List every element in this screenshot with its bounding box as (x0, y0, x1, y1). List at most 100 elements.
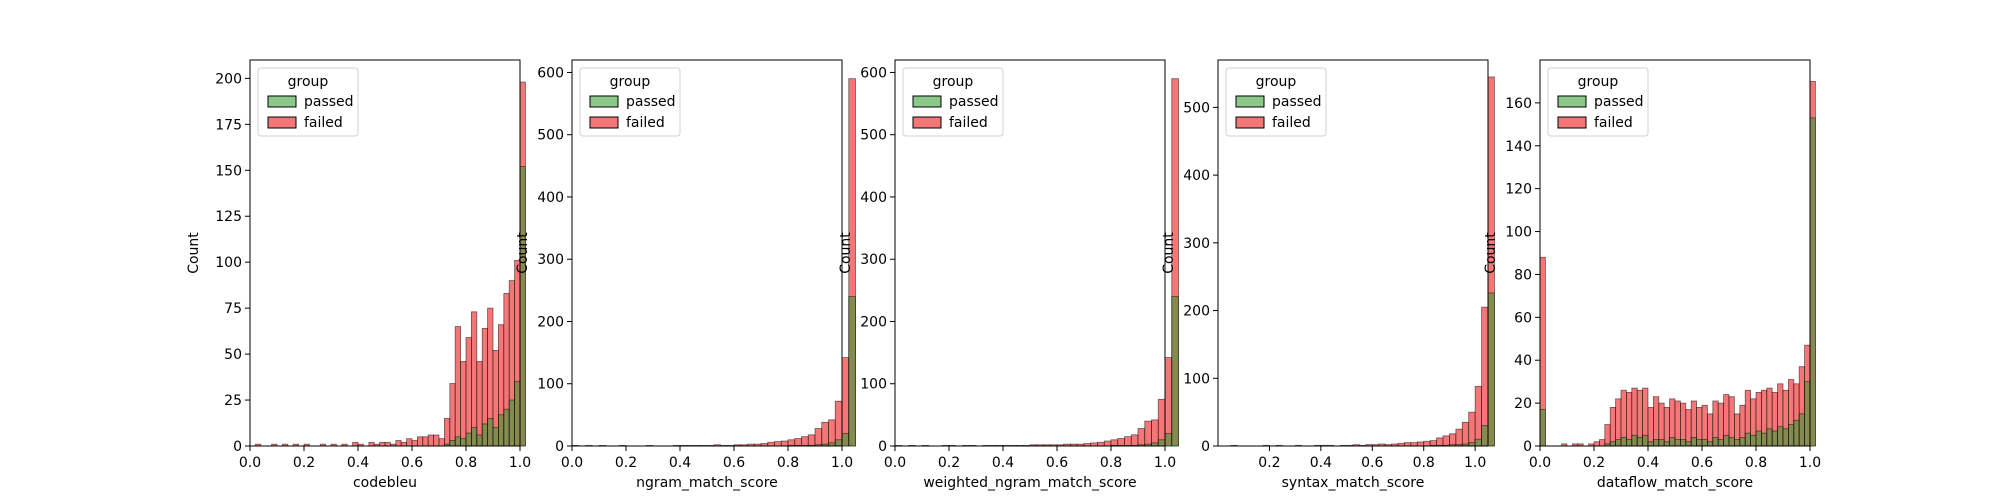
x-tick-label: 0.8 (1100, 455, 1122, 471)
y-tick-label: 40 (1514, 353, 1532, 369)
bar-passed-40 (841, 433, 850, 447)
x-tick-label: 0.8 (777, 455, 799, 471)
x-tick-label: 0.0 (1529, 455, 1551, 471)
x-tick-label: 0.4 (1637, 455, 1659, 471)
legend-swatch-failed (1235, 116, 1265, 129)
bar-failed-38 (828, 419, 836, 447)
y-tick-label: 400 (860, 190, 887, 206)
bar-failed-13 (1609, 406, 1616, 447)
legend-title: group (933, 74, 974, 90)
x-tick-label: 1.0 (831, 455, 853, 471)
bar-passed-42 (1766, 428, 1773, 447)
y-tick-label: 300 (537, 252, 564, 268)
bar-passed-37 (1739, 437, 1746, 447)
bar-passed-41 (470, 427, 478, 447)
plot-frame (1539, 59, 1811, 447)
bar-passed-39 (460, 438, 467, 447)
chart-panel-5: 0.0 0.2 0.4 0.6 0.8 1.0 0 20 40 60 80 100 120 140 160 d… (1483, 59, 1821, 491)
bar-failed-29 (1416, 441, 1425, 447)
bar-failed-12 (1604, 424, 1611, 447)
y-tick-label: 100 (860, 377, 887, 393)
x-tick-label: 0.8 (1413, 455, 1435, 471)
x-tick-label: 0.4 (992, 455, 1014, 471)
legend-label-failed: failed (1594, 115, 1633, 131)
bar-passed-46 (497, 414, 505, 447)
bar-passed-13 (1609, 441, 1616, 447)
bar-failed-27 (1685, 409, 1692, 447)
bar-passed-19 (1642, 434, 1649, 447)
bar-passed-45 (492, 427, 499, 447)
bar-passed-43 (1771, 430, 1778, 447)
x-tick-label: 0.8 (455, 455, 477, 471)
bar-passed-24 (1669, 437, 1676, 447)
x-tick-label: 1.0 (1154, 455, 1176, 471)
bar-failed-35 (438, 438, 445, 447)
y-tick-label: 0 (1201, 439, 1210, 455)
bar-passed-39 (834, 439, 843, 447)
bar-failed-37 (1144, 420, 1152, 447)
bar-passed-30 (1701, 439, 1708, 447)
y-tick-label: 200 (215, 71, 242, 87)
y-tick-label: 100 (537, 377, 564, 393)
y-tick-label: 125 (215, 209, 242, 225)
y-tick-label: 600 (860, 65, 887, 81)
bar-passed-20 (1647, 441, 1654, 447)
x-tick-label: 0.6 (1361, 455, 1383, 471)
legend-label-passed: passed (949, 94, 999, 110)
x-tick-label: 0.0 (239, 455, 261, 471)
y-axis-label: Count (1161, 232, 1177, 274)
bar-passed-16 (1626, 439, 1633, 447)
y-tick-label: 0 (555, 439, 564, 455)
legend-swatch-passed (1235, 95, 1265, 108)
bar-failed-38 (454, 326, 462, 447)
x-tick-label: 0.4 (1310, 455, 1332, 471)
y-tick-label: 160 (1505, 96, 1532, 112)
bar-passed-22 (1658, 439, 1665, 447)
bar-failed-39 (834, 400, 843, 447)
bar-passed-0 (1539, 409, 1546, 447)
x-tick-label: 0.2 (1258, 455, 1280, 471)
x-tick-label: 0.6 (1046, 455, 1068, 471)
bar-failed-30 (774, 441, 782, 447)
bar-failed-33 (794, 438, 802, 447)
y-tick-label: 0 (1523, 439, 1532, 455)
bar-passed-23 (1663, 441, 1670, 447)
bar-failed-14 (1615, 398, 1622, 447)
bar-failed-19 (352, 441, 359, 447)
legend: group passed failed (1547, 67, 1649, 137)
legend-title: group (288, 74, 329, 90)
bar-passed-38 (454, 436, 462, 447)
bar-failed-32 (422, 436, 429, 447)
x-tick-label: 0.0 (561, 455, 583, 471)
y-tick-label: 0 (878, 439, 887, 455)
y-tick-label: 120 (1505, 182, 1532, 198)
bar-failed-34 (433, 434, 440, 447)
legend-label-failed: failed (949, 115, 988, 131)
bar-failed-24 (379, 441, 386, 447)
x-tick-label: 0.2 (615, 455, 637, 471)
y-tick-label: 500 (537, 128, 564, 144)
bar-failed-31 (780, 440, 789, 447)
legend: group passed failed (257, 67, 359, 137)
bar-failed-39 (1157, 398, 1166, 447)
bar-passed-44 (1777, 426, 1784, 447)
bar-failed-42 (476, 361, 483, 447)
bar-passed-37 (1468, 442, 1476, 447)
legend-label-failed: failed (626, 115, 665, 131)
bar-failed-29 (406, 438, 413, 447)
bar-passed-26 (1680, 439, 1687, 447)
y-tick-label: 500 (860, 128, 887, 144)
legend-label-passed: passed (626, 94, 676, 110)
bar-passed-17 (1631, 434, 1638, 447)
x-tick-label: 0.2 (1583, 455, 1605, 471)
legend-label-passed: passed (1272, 94, 1322, 110)
plot-frame (1217, 59, 1489, 447)
bar-failed-22 (368, 441, 375, 447)
bar-failed-31 (416, 436, 424, 447)
bar-failed-27 (395, 440, 402, 447)
bar-passed-40 (1487, 292, 1495, 447)
bar-passed-27 (1685, 441, 1692, 447)
x-axis-label: ngram_match_score (636, 475, 778, 491)
bar-passed-38 (1744, 432, 1751, 447)
y-tick-label: 400 (1183, 168, 1210, 184)
